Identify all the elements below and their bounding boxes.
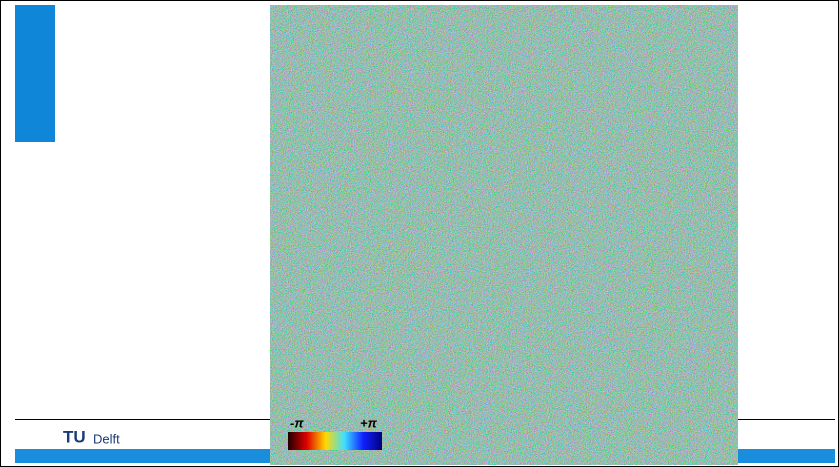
colorbar <box>288 432 382 450</box>
colorbar-min: -π <box>290 415 304 430</box>
colorbar-max: +π <box>360 415 378 430</box>
phase-image <box>270 5 738 465</box>
accent-block <box>15 5 55 142</box>
slide: TU Delft -π +π <box>0 0 839 467</box>
logo-delft: Delft <box>93 431 120 446</box>
logo-tu: TU <box>63 427 86 446</box>
page: TU Delft -π +π (() => { const data = JSO… <box>0 0 839 467</box>
